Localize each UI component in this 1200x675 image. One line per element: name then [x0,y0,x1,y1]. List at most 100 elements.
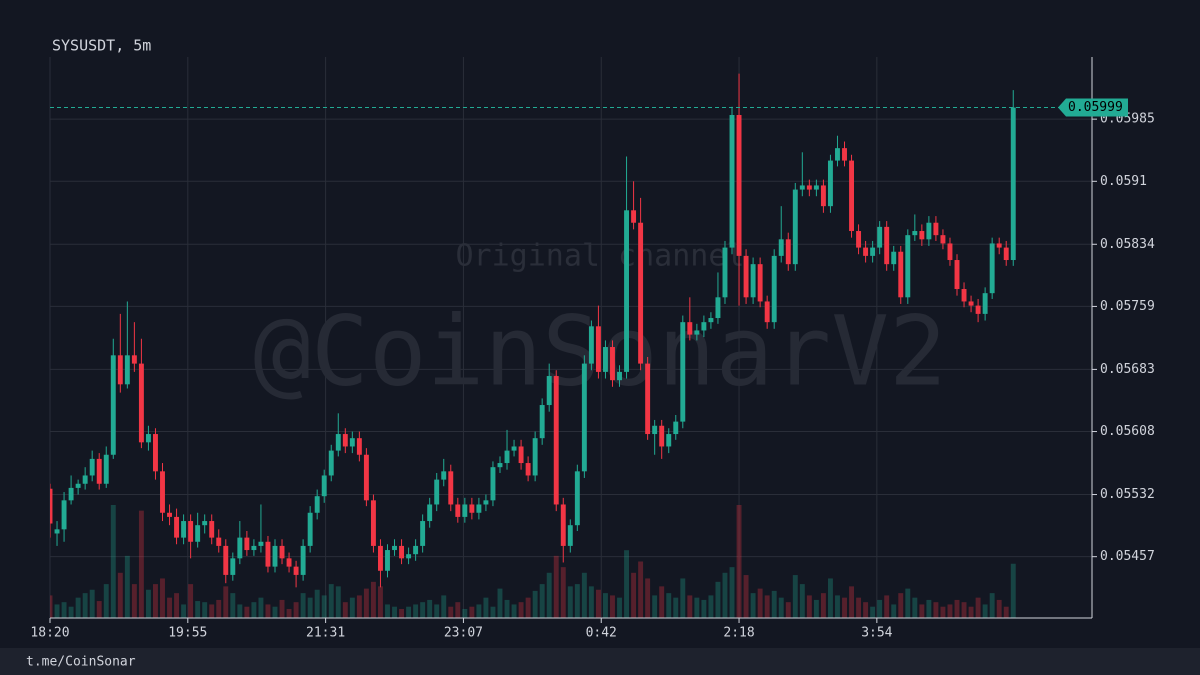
volume-bar [244,606,250,618]
candle-body [50,488,53,524]
volume-bar [553,555,559,618]
volume-bar [989,593,995,618]
candle-body [820,185,826,207]
candle-body [82,475,88,484]
candle-body [701,322,707,331]
volume-bar [469,606,475,618]
volume-bar [940,606,946,618]
volume-bar [54,604,60,618]
volume-bar [356,595,362,618]
volume-bar [413,604,419,618]
y-tick-label: 0.05834 [1100,237,1155,252]
volume-bar [856,597,862,618]
volume-bar [673,597,679,618]
candle-body [975,305,981,314]
volume-bar [377,586,383,618]
candle-body [624,210,630,372]
volume-bar [420,602,426,618]
volume-bar [764,595,770,618]
volume-bar [307,597,313,618]
volume-bar [933,602,939,618]
candle-body [145,434,151,443]
volume-bar [743,575,749,618]
volume-bar [462,608,468,618]
candle-body [989,243,995,294]
candle-body [546,376,552,406]
candle-body [335,434,341,451]
candle-body [877,226,883,248]
candle-body [602,347,608,372]
candle-body [954,260,960,290]
candle-body [856,231,862,248]
candle-body [567,525,573,546]
candle-body [687,322,693,335]
candle-body [806,185,812,190]
volume-bar [490,606,496,618]
candle-body [863,247,869,256]
volume-bar [588,586,594,618]
volume-bar [835,595,840,618]
y-tick-label: 0.0591 [1100,174,1147,189]
volume-bar [610,595,615,618]
candle-body [659,425,665,447]
candle-body [511,446,517,451]
volume-bar [877,599,883,618]
volume-bar [370,581,376,618]
candle-body [1003,247,1009,261]
candle-body [525,463,531,476]
volume-bar [961,602,967,618]
candle-body [490,467,496,501]
volume-bar [504,599,510,618]
x-tick-label: 2:18 [723,626,754,641]
y-tick-label: 0.05683 [1100,362,1155,377]
volume-bar [659,586,665,618]
volume-bar [645,578,651,618]
candle-body [483,500,489,505]
candle-body [933,222,939,236]
volume-bar [321,595,327,618]
candle-body [370,500,376,546]
volume-bar [996,599,1002,618]
candle-body [638,222,644,364]
volume-bar [560,567,566,618]
candle-body [209,521,215,538]
volume-bar [602,593,608,618]
volume-bar [849,586,854,618]
candle-body [560,504,566,546]
candle-body [617,371,622,381]
volume-bar [237,604,243,618]
volume-bar [701,599,707,618]
volume-bar [441,595,447,618]
footer-bar [0,648,1200,675]
candle-body [258,541,264,546]
candle-body [961,289,967,302]
candle-body [736,115,742,256]
candle-body [272,545,278,567]
candle-body [898,251,904,298]
candle-body [799,185,805,190]
candle-body [293,566,299,575]
volume-bar [96,601,102,618]
volume-bar [89,589,95,618]
candle-body [940,235,946,244]
candle-body [399,545,405,559]
candle-body [89,458,95,476]
volume-bar [539,584,545,618]
candle-body [968,301,974,306]
volume-layer [50,505,1016,618]
candle-body [160,471,165,513]
candle-body [469,504,475,513]
volume-bar [131,584,137,618]
candle-body [455,504,461,517]
candle-body [729,115,735,248]
candle-body [307,512,313,546]
volume-bar [61,602,67,618]
candle-body [849,160,854,232]
volume-bar [103,584,109,618]
volume-bar [771,590,777,618]
candle-body [715,297,721,319]
candle-body [947,243,953,261]
watermark-note: Original channel [456,239,745,274]
candle-body [153,434,158,472]
candle-body [694,330,700,335]
